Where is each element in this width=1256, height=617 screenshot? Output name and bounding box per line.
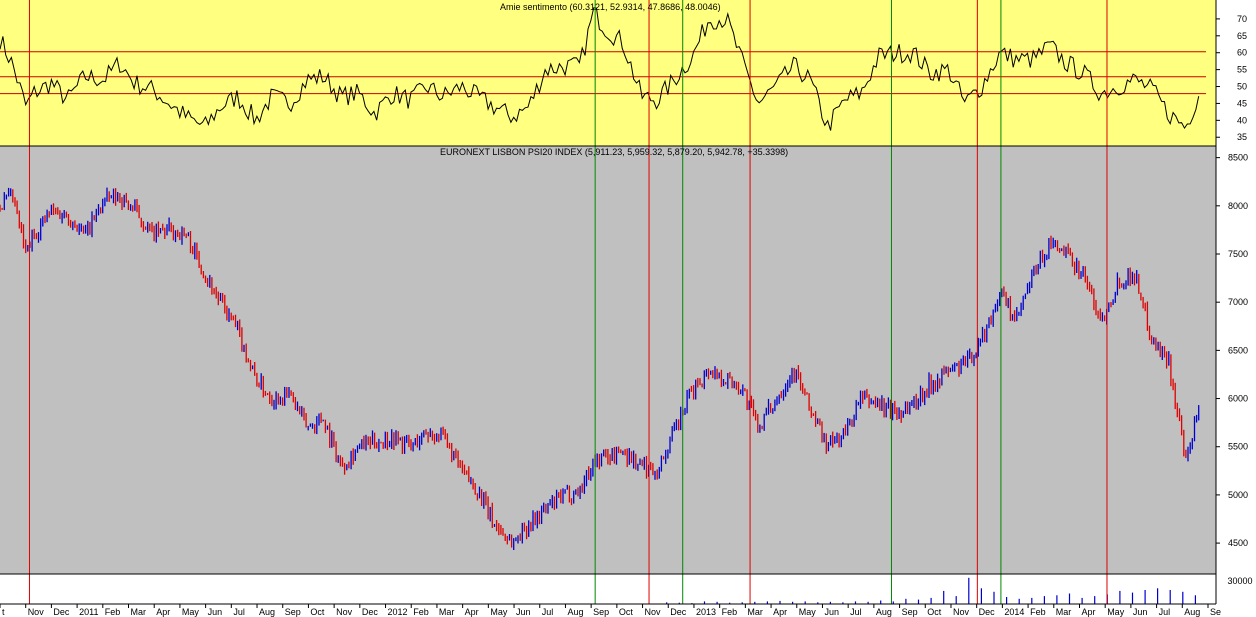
x-tick-label: 2013 bbox=[696, 607, 716, 617]
volume-panel-bg bbox=[0, 574, 1216, 604]
x-tick-label: 2014 bbox=[1004, 607, 1024, 617]
sentiment-tick-label: 65 bbox=[1237, 31, 1247, 41]
x-tick-label: Jul bbox=[850, 607, 862, 617]
sentiment-tick-label: 40 bbox=[1237, 115, 1247, 125]
x-tick-label: Aug bbox=[1184, 607, 1200, 617]
x-tick-label: Nov bbox=[645, 607, 662, 617]
sentiment-tick-label: 60 bbox=[1237, 48, 1247, 58]
volume-y-ticks: 30000 bbox=[1227, 576, 1252, 586]
price-tick-label: 7000 bbox=[1228, 297, 1248, 307]
x-tick-label: Jul bbox=[1159, 607, 1171, 617]
x-tick-label: Se bbox=[1210, 607, 1221, 617]
x-tick-label: Jun bbox=[516, 607, 531, 617]
x-tick-label: Aug bbox=[876, 607, 892, 617]
x-tick-label: Sep bbox=[593, 607, 609, 617]
sentiment-y-ticks: 70 65 60 55 50 45 40 35 bbox=[1216, 14, 1247, 142]
sentiment-title: Amie sentimento (60.3121, 52.9314, 47.86… bbox=[500, 2, 721, 12]
x-tick-label: Feb bbox=[722, 607, 738, 617]
x-tick-label: Dec bbox=[979, 607, 996, 617]
x-tick-label: 2012 bbox=[388, 607, 408, 617]
x-tick-label: Aug bbox=[259, 607, 275, 617]
price-tick-label: 5500 bbox=[1228, 442, 1248, 452]
price-tick-label: 8000 bbox=[1228, 201, 1248, 211]
y-axis-strip bbox=[1216, 0, 1256, 617]
sentiment-panel-bg bbox=[0, 0, 1216, 146]
sentiment-tick-label: 55 bbox=[1237, 65, 1247, 75]
x-tick-label: Aug bbox=[567, 607, 583, 617]
x-tick-label: Nov bbox=[953, 607, 970, 617]
x-tick-label: Dec bbox=[362, 607, 379, 617]
sentiment-tick-label: 45 bbox=[1237, 98, 1247, 108]
x-tick-label: Sep bbox=[902, 607, 918, 617]
sentiment-tick-label: 70 bbox=[1237, 14, 1247, 24]
x-tick-label: Oct bbox=[927, 607, 942, 617]
signal-markers bbox=[28, 0, 1108, 604]
x-tick-label: Oct bbox=[310, 607, 325, 617]
sentiment-tick-label: 50 bbox=[1237, 82, 1247, 92]
x-tick-label: Jun bbox=[1133, 607, 1148, 617]
price-tick-label: 6000 bbox=[1228, 394, 1248, 404]
x-tick-label: Apr bbox=[465, 607, 479, 617]
price-tick-label: 8500 bbox=[1228, 153, 1248, 163]
x-tick-label: Dec bbox=[53, 607, 70, 617]
volume-tick-label: 30000 bbox=[1227, 576, 1252, 586]
x-tick-label: Nov bbox=[336, 607, 353, 617]
x-tick-label: Nov bbox=[28, 607, 45, 617]
x-tick-label: May bbox=[799, 607, 817, 617]
x-tick-label: Feb bbox=[105, 607, 121, 617]
x-tick-label: Dec bbox=[670, 607, 687, 617]
price-tick-label: 6500 bbox=[1228, 345, 1248, 355]
x-tick-label: Apr bbox=[156, 607, 170, 617]
x-tick-label: Mar bbox=[131, 607, 147, 617]
price-panel-bg bbox=[0, 146, 1216, 574]
x-tick-label: May bbox=[1107, 607, 1125, 617]
x-tick-label: Oct bbox=[619, 607, 634, 617]
sentiment-line bbox=[0, 7, 1200, 131]
price-title: EURONEXT LISBON PSI20 INDEX (5,911.23, 5… bbox=[440, 147, 788, 157]
x-tick-label: Feb bbox=[1030, 607, 1046, 617]
x-tick-label: Sep bbox=[285, 607, 301, 617]
x-tick-label: Mar bbox=[439, 607, 455, 617]
price-series bbox=[0, 187, 1200, 550]
x-tick-label: Mar bbox=[1056, 607, 1072, 617]
x-tick-label: Apr bbox=[773, 607, 787, 617]
x-tick-label: Mar bbox=[747, 607, 763, 617]
x-tick-label: Jul bbox=[542, 607, 554, 617]
x-tick-label: May bbox=[182, 607, 200, 617]
price-tick-label: 4500 bbox=[1228, 538, 1248, 548]
x-tick-label: 2011 bbox=[79, 607, 98, 617]
volume-series bbox=[666, 577, 1197, 604]
x-tick-label: Feb bbox=[413, 607, 429, 617]
x-tick-label: Apr bbox=[1081, 607, 1095, 617]
price-tick-label: 7500 bbox=[1228, 249, 1248, 259]
x-tick-label: Jun bbox=[208, 607, 223, 617]
price-tick-label: 5000 bbox=[1228, 490, 1248, 500]
x-tick-label: Jul bbox=[233, 607, 245, 617]
x-tick-label: Jun bbox=[824, 607, 839, 617]
price-y-ticks: 8500 8000 7500 7000 6500 6000 5500 5000 4500 bbox=[1216, 153, 1248, 548]
sentiment-series bbox=[0, 7, 1200, 131]
x-tick-label: May bbox=[490, 607, 508, 617]
x-axis-ticks: t Nov Dec 2011 Feb Mar Apr May Jun Jul Aug Sep Oct No… bbox=[0, 604, 1221, 617]
x-tick-label: t bbox=[2, 607, 5, 617]
sentiment-tick-label: 35 bbox=[1237, 132, 1247, 142]
